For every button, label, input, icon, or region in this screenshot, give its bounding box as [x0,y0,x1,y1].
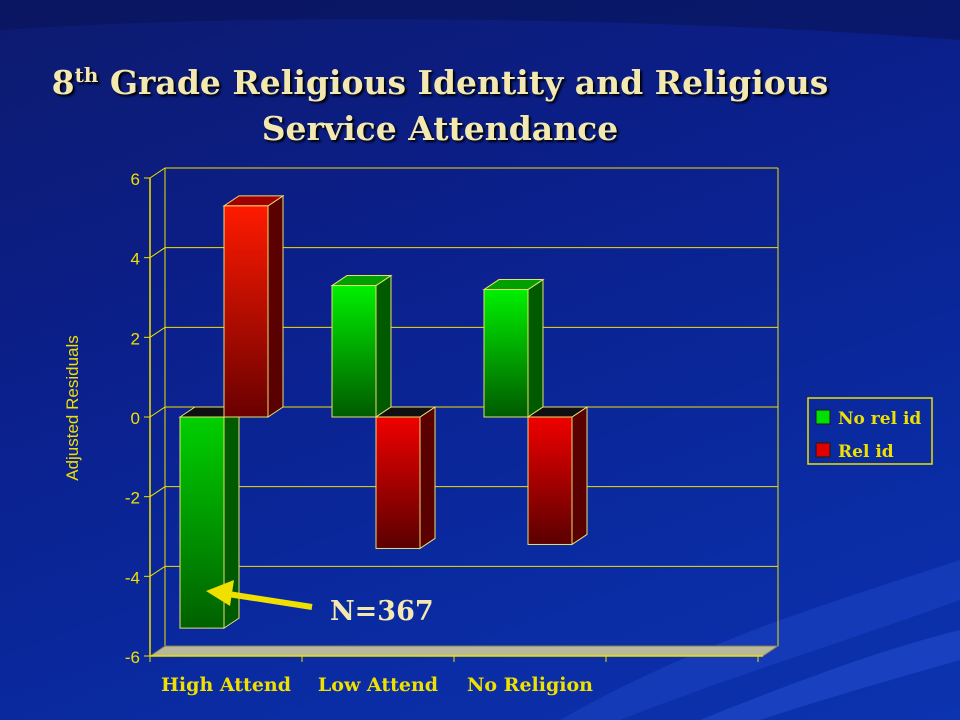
annotation-label: N=367 [330,596,434,627]
legend-label: No rel id [838,409,921,429]
bar-side [571,406,588,546]
y-tick-label: 0 [131,409,140,428]
gridline [149,326,778,338]
gridline [149,167,778,179]
bar-side [419,406,436,550]
title-line1: Grade Religious Identity and Religious [98,63,829,102]
bar-rel-id-low-attend [374,406,437,550]
bar-no-rel-id-no-religion [482,278,545,418]
legend-label: Rel id [838,442,894,462]
bar-rel-id-no-religion [526,406,589,546]
title-prefix: 8 [51,63,75,102]
y-tick-label: 2 [131,329,140,348]
y-tick-label: -6 [125,648,140,667]
y-tick-label: 6 [131,170,140,189]
legend-box [807,397,933,465]
bar-layer [178,194,589,630]
annotation-arrow-head [206,580,234,606]
bar-face [527,416,573,545]
bar-rel-id-high-attend [222,194,285,418]
title-line2: Service Attendance [261,109,619,148]
chart-title: 8th Grade Religious Identity and Religio… [0,52,880,152]
chart-floor [148,645,780,657]
gridline [149,565,778,577]
label-layer: 6 4 2 0 -2 -4 -6 High Attend Low Attend No Religi… [125,170,593,696]
bar-face [223,205,269,418]
gridline [149,247,778,259]
legend: No rel id Rel id [807,397,933,465]
bar-side [375,274,392,418]
x-tick-label: High Attend [161,674,291,696]
legend-swatch [815,409,831,425]
y-tick-label: -4 [125,568,140,587]
bar-no-rel-id-low-attend [330,274,393,418]
title-superscript: th [74,63,99,87]
axis-layer [144,177,763,662]
annotation: N=367 [206,580,434,627]
bar-side [267,194,284,418]
bar-face [483,289,529,418]
annotation-arrow-shaft [227,591,313,610]
x-tick-label: No Religion [467,674,593,696]
y-tick-label: 4 [131,250,140,269]
gridline [149,486,778,498]
bar-side [527,278,544,418]
bar-face [331,285,377,418]
x-tick-label: Low Attend [318,674,438,696]
y-tick-label: -2 [125,489,140,508]
legend-swatch [815,442,831,458]
bar-face [375,416,421,549]
